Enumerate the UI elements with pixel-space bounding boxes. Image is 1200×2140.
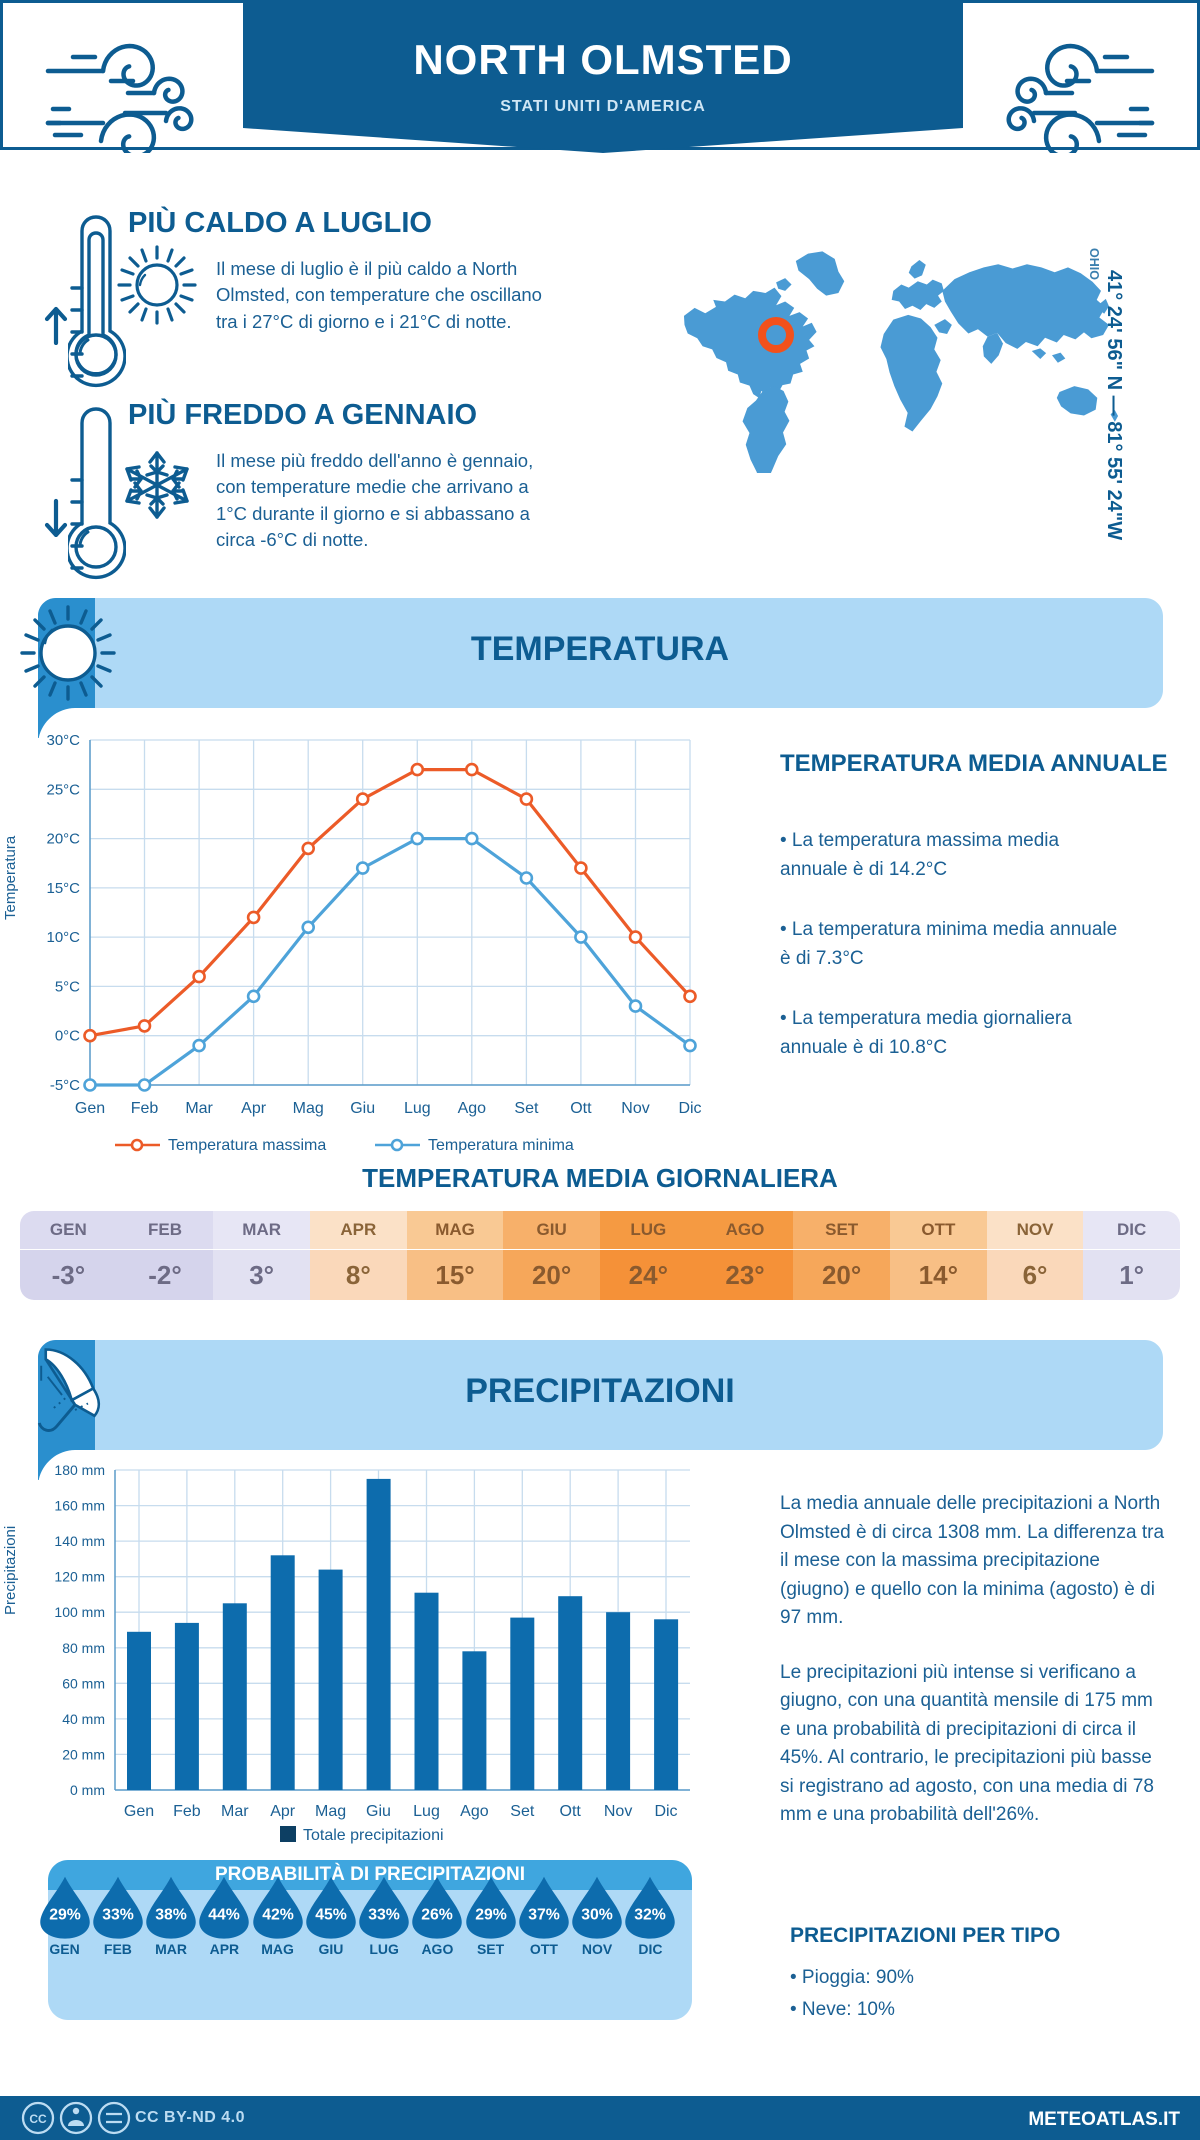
svg-text:29%: 29% <box>475 1906 507 1923</box>
svg-text:Ott: Ott <box>570 1100 592 1117</box>
svg-text:-5°C: -5°C <box>50 1077 80 1094</box>
svg-text:180 mm: 180 mm <box>54 1462 105 1478</box>
svg-text:160 mm: 160 mm <box>54 1498 105 1514</box>
svg-text:26%: 26% <box>422 1906 454 1923</box>
svg-text:30°C: 30°C <box>46 732 80 749</box>
svg-text:33%: 33% <box>368 1906 400 1923</box>
svg-text:Set: Set <box>514 1100 539 1117</box>
svg-text:20°C: 20°C <box>46 831 80 848</box>
svg-text:100 mm: 100 mm <box>54 1604 105 1620</box>
svg-text:Lug: Lug <box>404 1100 431 1117</box>
svg-text:10°C: 10°C <box>46 929 80 946</box>
svg-text:42%: 42% <box>262 1906 294 1923</box>
svg-text:38%: 38% <box>155 1906 187 1923</box>
svg-text:25°C: 25°C <box>46 781 80 798</box>
svg-text:20 mm: 20 mm <box>62 1746 105 1762</box>
svg-text:140 mm: 140 mm <box>54 1533 105 1549</box>
svg-text:80 mm: 80 mm <box>62 1640 105 1656</box>
svg-text:30%: 30% <box>581 1906 613 1923</box>
svg-text:0 mm: 0 mm <box>70 1782 105 1798</box>
svg-text:Giu: Giu <box>350 1100 375 1117</box>
svg-text:60 mm: 60 mm <box>62 1675 105 1691</box>
svg-text:Mag: Mag <box>293 1100 324 1117</box>
svg-text:Ago: Ago <box>458 1100 487 1117</box>
svg-text:Mar: Mar <box>185 1100 213 1117</box>
svg-text:33%: 33% <box>102 1906 134 1923</box>
svg-text:5°C: 5°C <box>55 978 80 995</box>
svg-text:15°C: 15°C <box>46 880 80 897</box>
svg-text:Dic: Dic <box>678 1100 701 1117</box>
svg-text:40 mm: 40 mm <box>62 1711 105 1727</box>
svg-text:44%: 44% <box>209 1906 241 1923</box>
svg-text:Gen: Gen <box>75 1100 105 1117</box>
svg-text:37%: 37% <box>528 1906 560 1923</box>
svg-text:29%: 29% <box>49 1906 81 1923</box>
svg-text:Temperatura massima: Temperatura massima <box>168 1137 326 1154</box>
svg-text:Temperatura minima: Temperatura minima <box>428 1137 574 1154</box>
svg-text:45%: 45% <box>315 1906 347 1923</box>
svg-text:0°C: 0°C <box>55 1028 80 1045</box>
svg-text:Feb: Feb <box>131 1100 159 1117</box>
svg-text:32%: 32% <box>635 1906 667 1923</box>
svg-text:120 mm: 120 mm <box>54 1569 105 1585</box>
svg-text:CC: CC <box>29 2112 47 2126</box>
svg-text:Totale precipitazioni: Totale precipitazioni <box>303 1827 444 1844</box>
svg-text:Nov: Nov <box>621 1100 649 1117</box>
svg-text:Apr: Apr <box>241 1100 267 1117</box>
